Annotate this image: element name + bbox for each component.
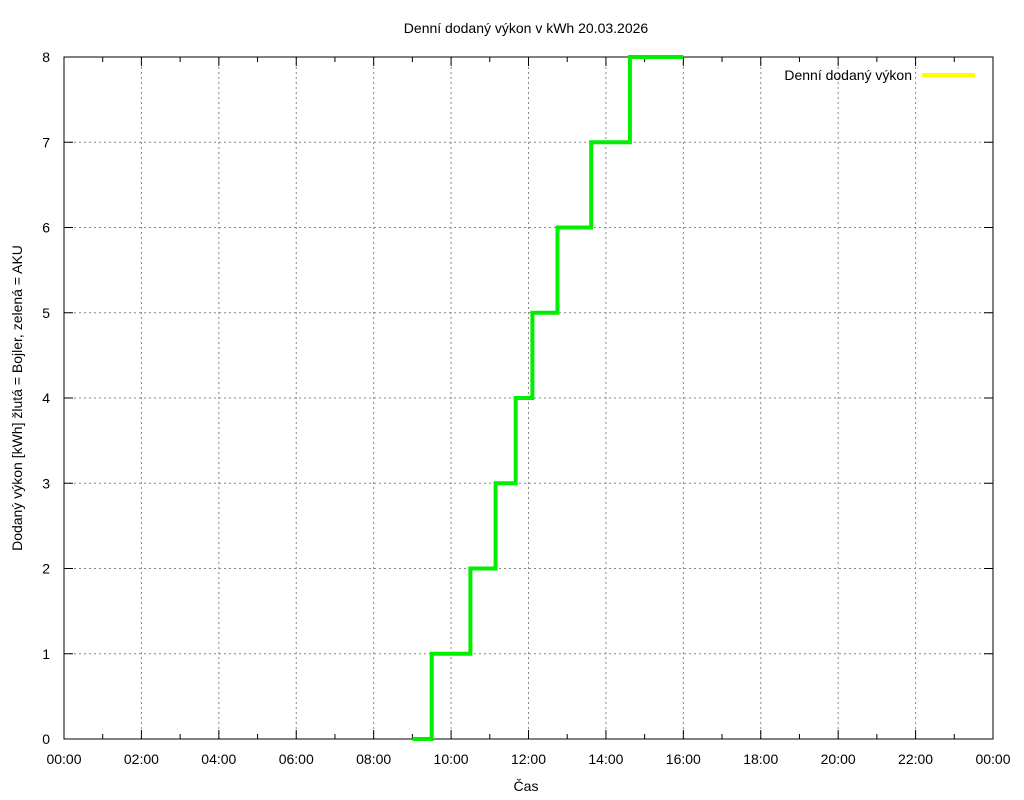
y-tick-label: 5 [42,305,50,321]
series-layer [412,55,684,741]
legend: Denní dodaný výkon [784,67,975,83]
y-tick-label: 6 [42,220,50,236]
x-tick-label: 04:00 [201,751,236,767]
x-tick-label: 02:00 [124,751,159,767]
y-tick-label: 8 [42,49,50,65]
x-tick-label: 08:00 [356,751,391,767]
x-tick-label: 12:00 [511,751,546,767]
x-tick-label: 06:00 [279,751,314,767]
x-tick-label: 16:00 [666,751,701,767]
y-tick-label: 1 [42,646,50,662]
legend-label: Denní dodaný výkon [784,67,912,83]
y-axis: 0 1 2 3 4 5 6 7 8 [42,49,993,747]
y-tick-label: 3 [42,475,50,491]
x-tick-label: 20:00 [821,751,856,767]
series-line-1 [412,55,684,741]
x-tick-label: 22:00 [898,751,933,767]
y-axis-label: Dodaný výkon [kWh] žlutá = Bojler, zelen… [9,245,25,551]
x-axis-label: Čas [514,778,539,794]
chart-title: Denní dodaný výkon v kWh 20.03.2026 [404,20,649,36]
x-tick-label: 14:00 [588,751,623,767]
x-tick-label: 00:00 [975,751,1010,767]
y-tick-label: 2 [42,561,50,577]
y-tick-label: 4 [42,390,50,406]
x-axis: 00:00 02:00 04:00 06:00 08:00 10:00 12:00 14:00… [46,57,1011,767]
x-tick-label: 18:00 [743,751,778,767]
y-tick-label: 0 [42,731,50,747]
y-tick-label: 7 [42,134,50,150]
x-tick-label: 00:00 [46,751,81,767]
x-tick-label: 10:00 [434,751,469,767]
